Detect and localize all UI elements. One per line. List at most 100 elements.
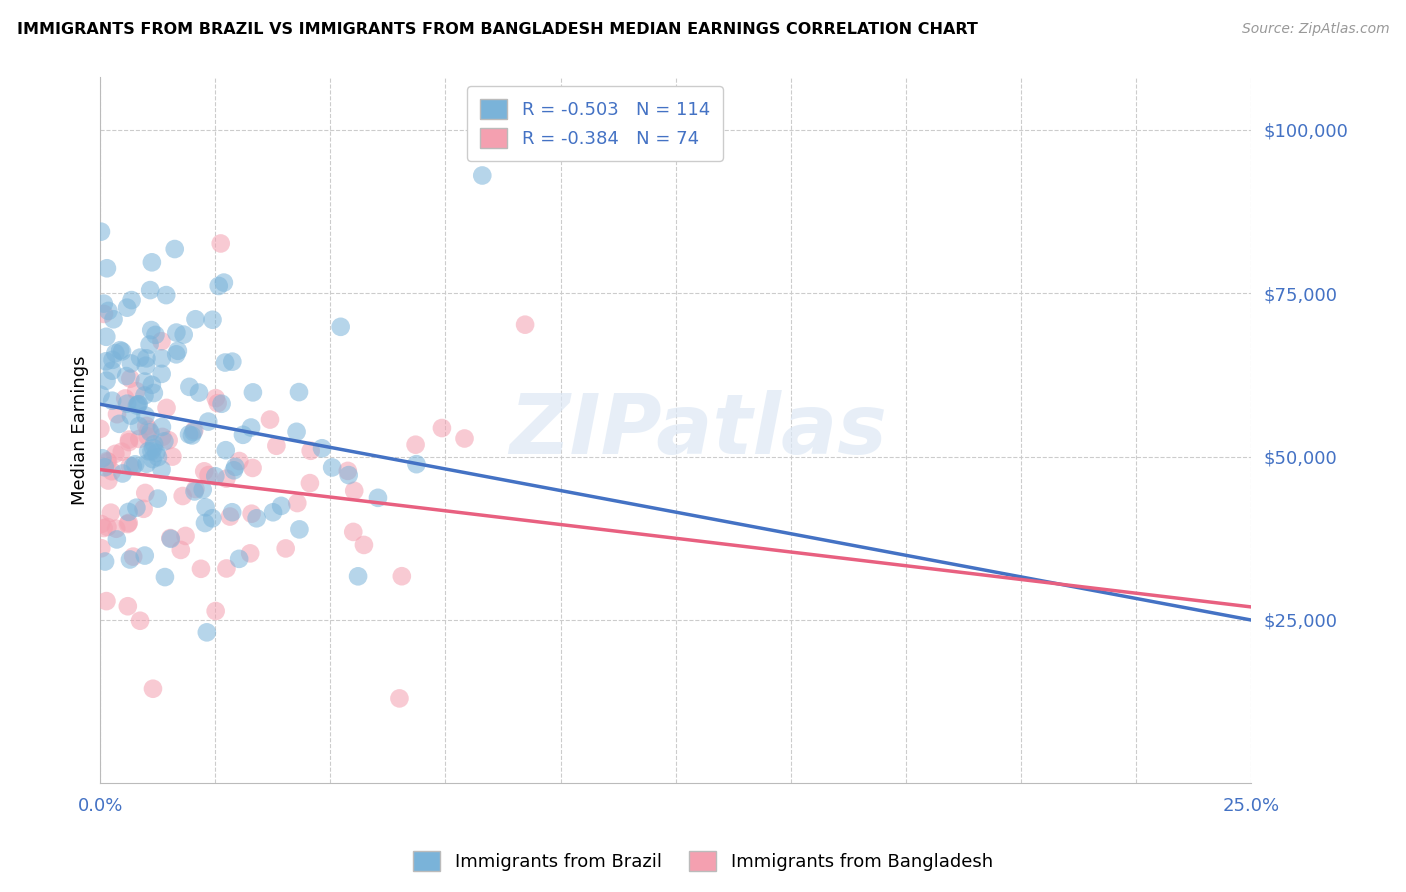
Point [93, 307, 115, 321]
Point [184, 482, 207, 496]
Point [136, 444, 159, 458]
Point [105, 533, 128, 547]
Point [184, 312, 207, 326]
Text: Source: ZipAtlas.com: Source: ZipAtlas.com [1241, 22, 1389, 37]
Point [155, 401, 177, 415]
Point [145, 327, 167, 342]
Point [118, 458, 141, 473]
Point [311, 442, 333, 456]
Point [141, 444, 163, 458]
Point [228, 454, 250, 468]
Point [90, 225, 112, 239]
Point [232, 427, 254, 442]
Point [195, 625, 218, 640]
Point [172, 489, 194, 503]
Point [347, 569, 370, 583]
Point [165, 347, 187, 361]
Point [188, 385, 211, 400]
Point [104, 447, 127, 461]
Point [150, 351, 173, 366]
Point [430, 421, 453, 435]
Point [228, 552, 250, 566]
Point [117, 505, 139, 519]
Point [183, 423, 205, 437]
Point [150, 334, 173, 349]
Point [342, 524, 364, 539]
Point [96, 374, 118, 388]
Point [150, 367, 173, 381]
Point [208, 279, 231, 293]
Point [266, 439, 288, 453]
Point [101, 393, 124, 408]
Point [120, 409, 142, 423]
Point [367, 491, 389, 505]
Point [179, 380, 201, 394]
Point [110, 343, 132, 358]
Legend: Immigrants from Brazil, Immigrants from Bangladesh: Immigrants from Brazil, Immigrants from … [406, 844, 1000, 879]
Point [343, 483, 366, 498]
Point [221, 505, 243, 519]
Point [90, 541, 112, 556]
Point [204, 391, 226, 405]
Text: ZIPatlas: ZIPatlas [509, 390, 887, 471]
Point [405, 457, 427, 471]
Point [219, 509, 242, 524]
Point [134, 409, 156, 423]
Point [224, 459, 246, 474]
Point [96, 594, 118, 608]
Point [91, 451, 114, 466]
Point [329, 319, 352, 334]
Point [146, 450, 169, 464]
Point [337, 468, 360, 483]
Point [159, 531, 181, 545]
Point [135, 418, 157, 433]
Point [170, 543, 193, 558]
Point [101, 364, 124, 378]
Point [215, 443, 238, 458]
Point [211, 397, 233, 411]
Point [388, 691, 411, 706]
Text: IMMIGRANTS FROM BRAZIL VS IMMIGRANTS FROM BANGLADESH MEDIAN EARNINGS CORRELATION: IMMIGRANTS FROM BRAZIL VS IMMIGRANTS FRO… [17, 22, 977, 37]
Y-axis label: Median Earnings: Median Earnings [72, 356, 89, 505]
Point [207, 396, 229, 410]
Point [336, 464, 359, 478]
Point [143, 437, 166, 451]
Point [150, 462, 173, 476]
Point [97, 304, 120, 318]
Point [141, 377, 163, 392]
Point [111, 444, 134, 458]
Point [142, 386, 165, 401]
Point [177, 427, 200, 442]
Point [239, 546, 262, 560]
Point [96, 261, 118, 276]
Point [299, 443, 322, 458]
Point [246, 511, 269, 525]
Point [97, 455, 120, 469]
Point [136, 429, 159, 443]
Point [270, 499, 292, 513]
Point [132, 501, 155, 516]
Point [96, 330, 118, 344]
Point [298, 476, 321, 491]
Point [141, 323, 163, 337]
Point [259, 412, 281, 426]
Point [150, 430, 173, 444]
Point [162, 450, 184, 464]
Point [96, 454, 118, 468]
Point [120, 372, 142, 386]
Point [135, 457, 157, 471]
Point [201, 511, 224, 525]
Point [115, 301, 138, 315]
Point [105, 407, 128, 421]
Point [127, 397, 149, 411]
Point [285, 425, 308, 439]
Point [150, 420, 173, 434]
Point [163, 242, 186, 256]
Point [155, 288, 177, 302]
Point [240, 507, 263, 521]
Point [204, 469, 226, 483]
Point [89, 422, 111, 436]
Point [121, 293, 143, 307]
Point [214, 355, 236, 369]
Point [142, 441, 165, 455]
